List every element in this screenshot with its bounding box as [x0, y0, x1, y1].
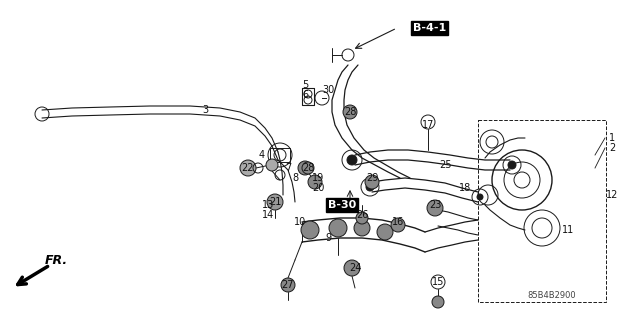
Text: 10: 10 — [294, 217, 306, 227]
Circle shape — [377, 224, 393, 240]
Text: 11: 11 — [562, 225, 574, 235]
Text: 30: 30 — [322, 85, 334, 95]
Text: 20: 20 — [312, 183, 324, 193]
Text: 17: 17 — [422, 120, 434, 130]
Text: 2: 2 — [609, 143, 615, 153]
Circle shape — [508, 161, 516, 169]
Text: 21: 21 — [269, 197, 281, 207]
Text: 24: 24 — [349, 263, 361, 273]
Circle shape — [301, 221, 319, 239]
Circle shape — [391, 218, 405, 232]
Circle shape — [308, 175, 322, 189]
Text: 19: 19 — [312, 173, 324, 183]
Text: 26: 26 — [356, 210, 368, 220]
Text: B-30: B-30 — [328, 200, 356, 210]
Text: FR.: FR. — [45, 254, 68, 266]
Text: 29: 29 — [366, 173, 378, 183]
Circle shape — [302, 162, 314, 174]
Circle shape — [365, 175, 379, 189]
Circle shape — [366, 183, 374, 191]
Circle shape — [477, 194, 483, 200]
Circle shape — [354, 220, 370, 236]
Circle shape — [329, 219, 347, 237]
Text: 9: 9 — [325, 233, 331, 243]
Circle shape — [347, 155, 357, 165]
Circle shape — [356, 212, 368, 224]
Text: 85B4B2900: 85B4B2900 — [528, 291, 576, 300]
Text: 12: 12 — [606, 190, 618, 200]
Text: 25: 25 — [439, 160, 451, 170]
Text: 1: 1 — [609, 133, 615, 143]
Circle shape — [267, 194, 283, 210]
Text: 28: 28 — [344, 107, 356, 117]
Circle shape — [344, 260, 360, 276]
Circle shape — [281, 278, 295, 292]
Circle shape — [266, 159, 278, 171]
Circle shape — [432, 296, 444, 308]
Text: 13: 13 — [262, 200, 274, 210]
Text: 27: 27 — [282, 280, 294, 290]
Circle shape — [298, 161, 312, 175]
Circle shape — [240, 160, 256, 176]
Text: 3: 3 — [202, 105, 208, 115]
Text: B-4-1: B-4-1 — [413, 23, 446, 33]
Circle shape — [343, 105, 357, 119]
Text: 18: 18 — [459, 183, 471, 193]
Text: 15: 15 — [432, 277, 444, 287]
Text: 4: 4 — [259, 150, 265, 160]
Text: 7: 7 — [285, 163, 291, 173]
Text: 28: 28 — [302, 163, 314, 173]
Text: 23: 23 — [429, 200, 441, 210]
Text: 16: 16 — [392, 217, 404, 227]
Text: 5: 5 — [302, 80, 308, 90]
Circle shape — [427, 200, 443, 216]
Bar — [270, 148, 290, 162]
Bar — [478, 120, 606, 302]
Text: 8: 8 — [292, 173, 298, 183]
Text: 22: 22 — [242, 163, 254, 173]
Text: 6: 6 — [302, 90, 308, 100]
Text: 14: 14 — [262, 210, 274, 220]
